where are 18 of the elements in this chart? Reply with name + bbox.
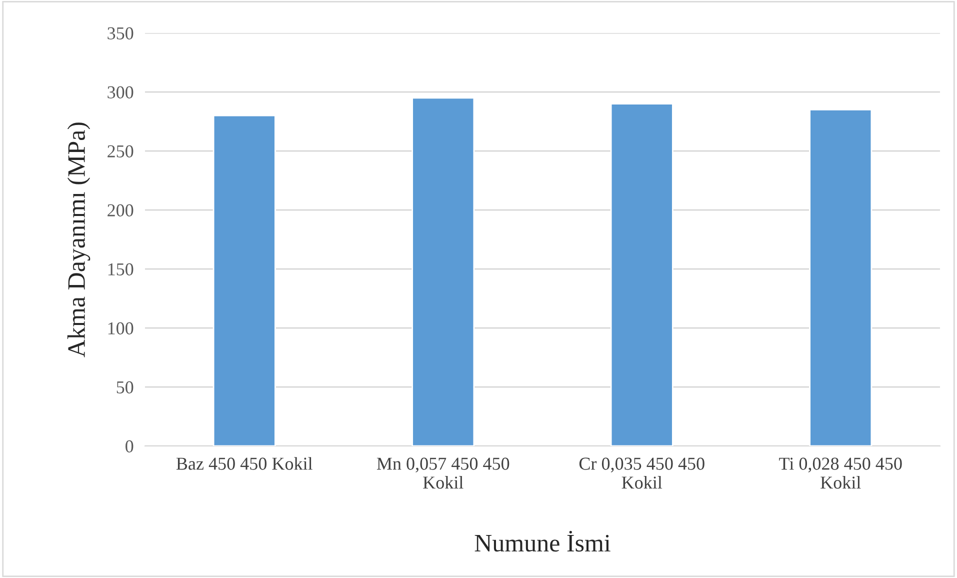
x-tick-label: Baz 450 450 Kokil (176, 457, 312, 470)
bar (212, 114, 276, 446)
x-tick-label: Ti 0,028 450 450 Kokil (779, 458, 902, 489)
y-tick-label: 50 (116, 381, 134, 394)
bar (809, 109, 872, 446)
y-axis-title: Akma Dayanımı (MPa) (67, 122, 90, 358)
y-tick-label: 200 (108, 204, 134, 216)
y-tick-label: 100 (108, 322, 134, 334)
y-tick-label: 250 (108, 145, 134, 158)
x-tick-label: Mn 0,057 450 450 Kokil (376, 458, 510, 489)
x-axis-title: Numune İsmi (474, 530, 610, 552)
bar (412, 97, 475, 446)
y-tick-label: 150 (108, 263, 134, 276)
x-tick-label: Cr 0,035 450 450 Kokil (579, 458, 704, 489)
y-tick-label: 300 (108, 86, 134, 98)
y-tick-label: 350 (108, 27, 134, 40)
bar (610, 103, 674, 446)
y-tick-label: 0 (126, 440, 134, 452)
